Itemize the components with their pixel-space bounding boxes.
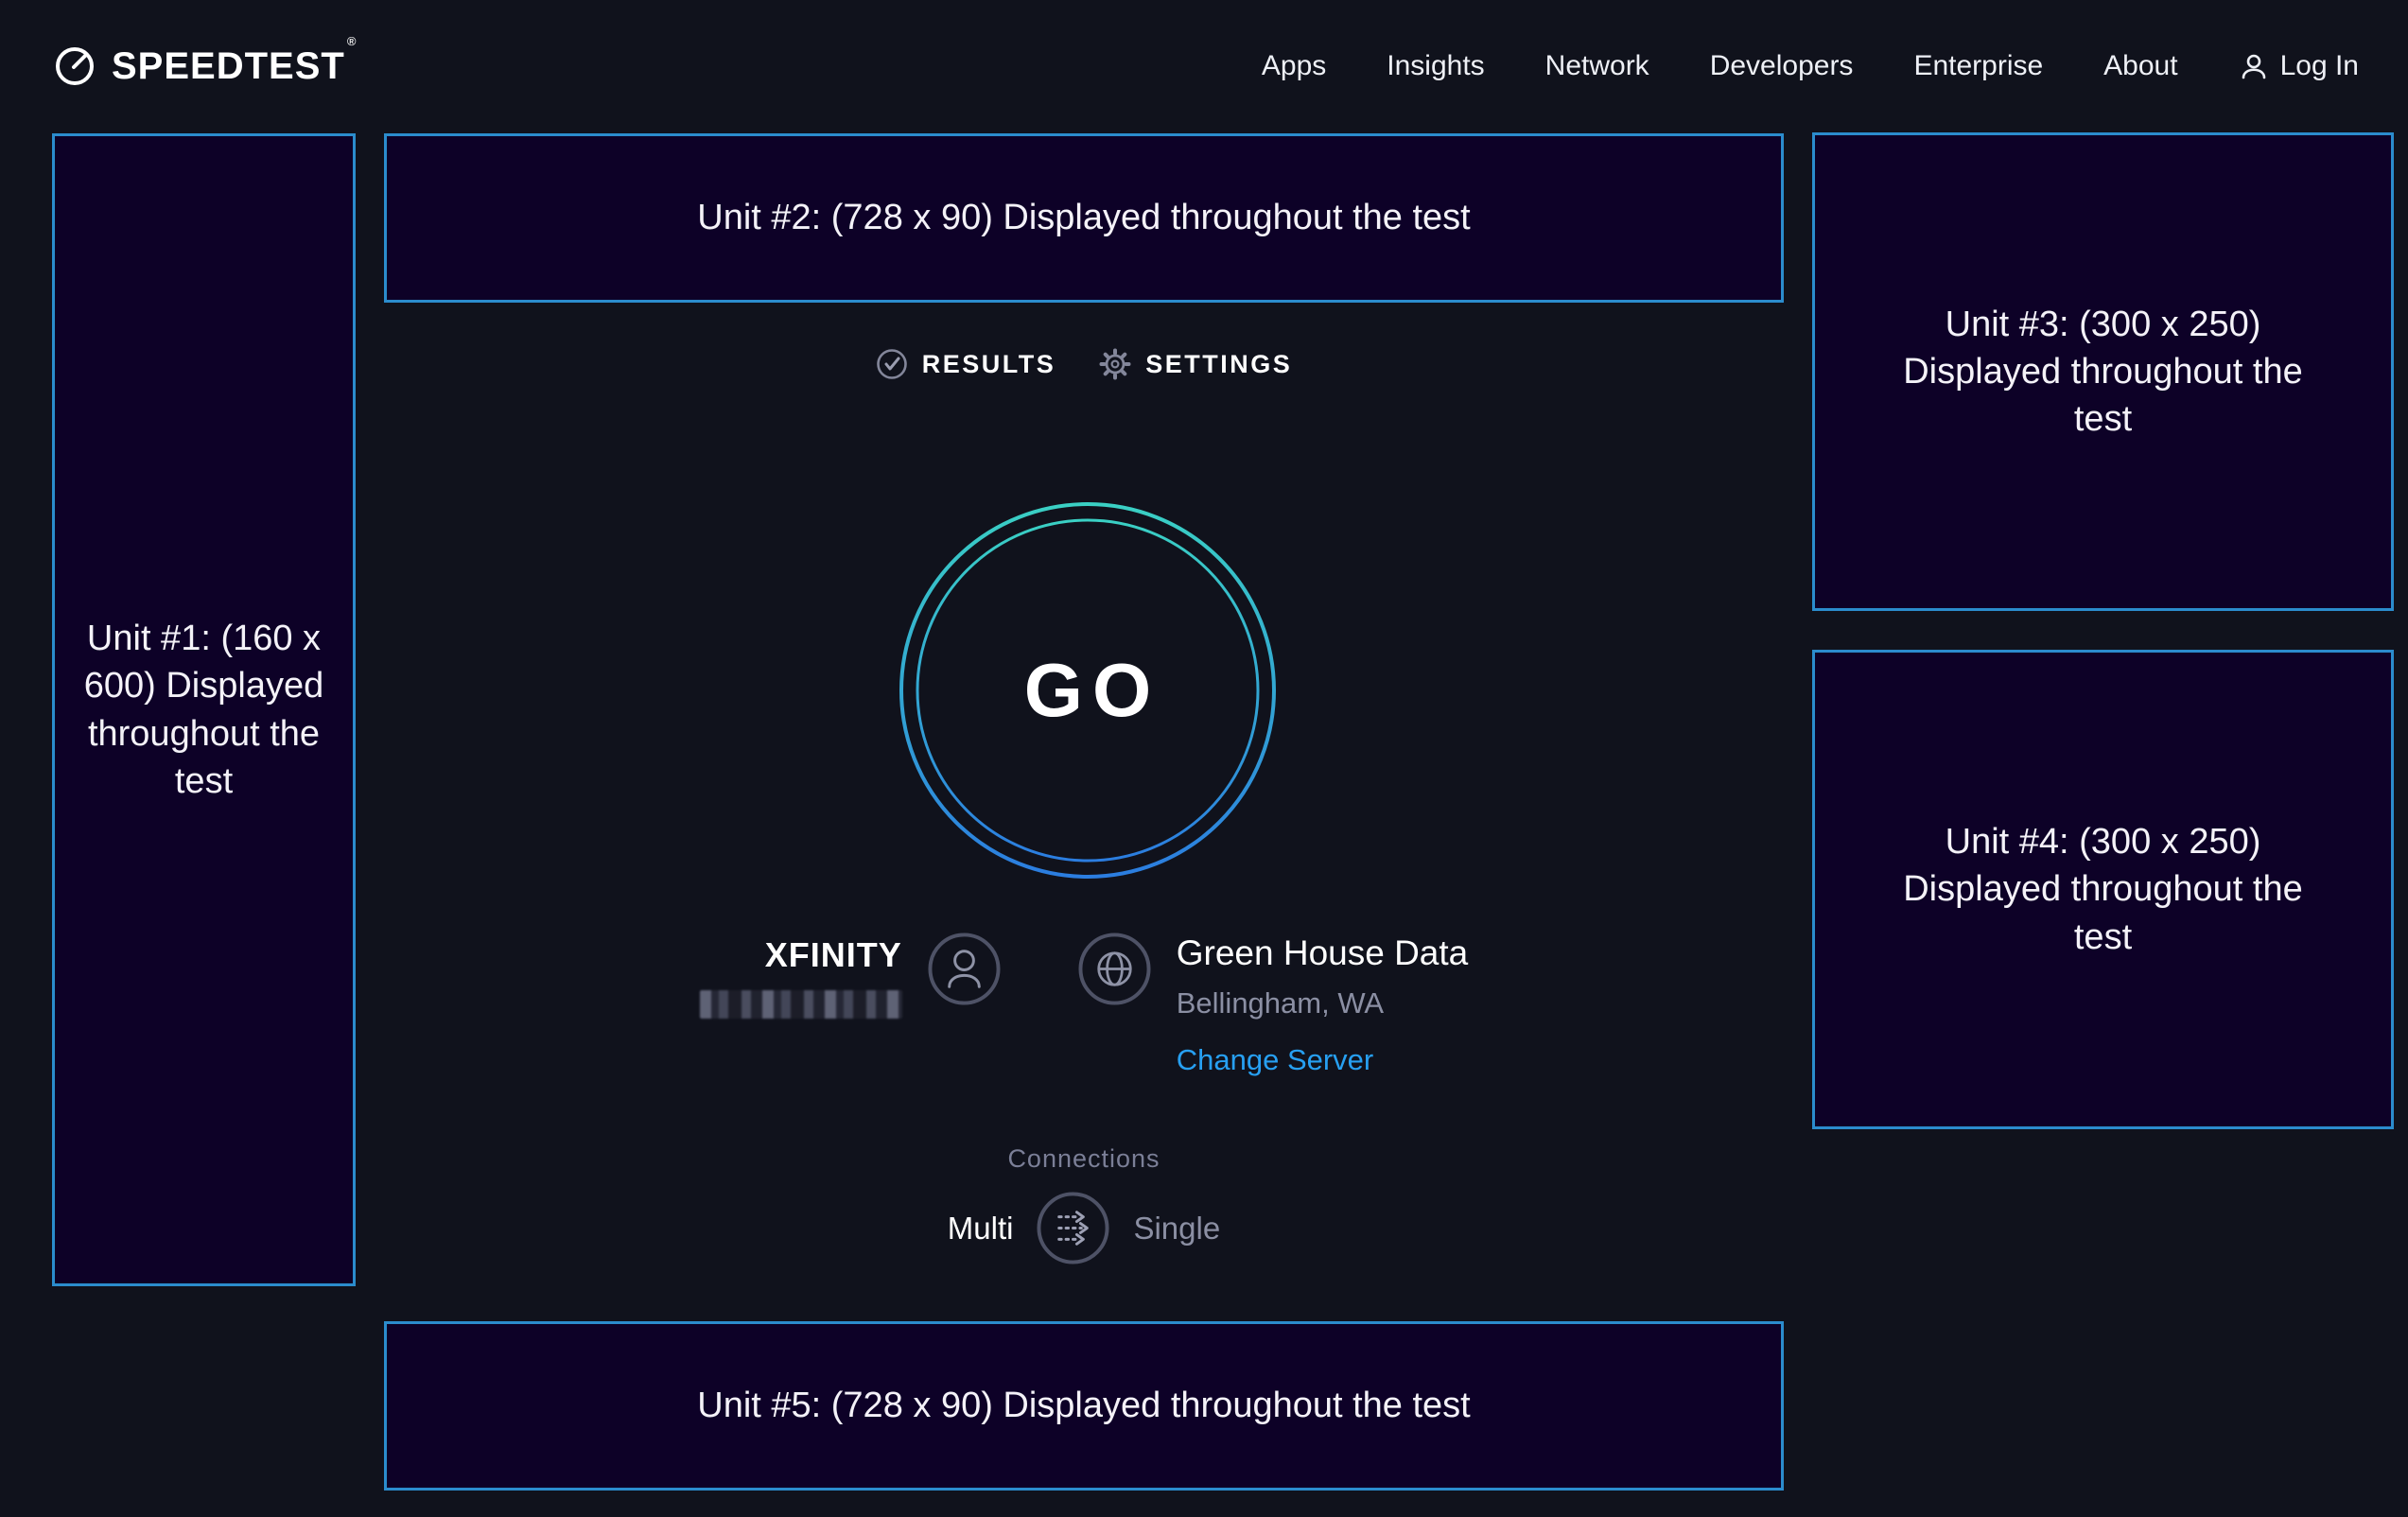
isp-name: XFINITY [764,935,902,974]
ad-unit-3-rectangle[interactable]: Unit #3: (300 x 250) Displayed throughou… [1812,132,2394,611]
login-button[interactable]: Log In [2239,50,2359,82]
tab-settings-label: SETTINGS [1145,349,1293,378]
server-text-block: Green House Data Bellingham, WA Change S… [1177,933,1469,1077]
gauge-icon [56,47,94,85]
connections-multi-option[interactable]: Multi [947,1210,1014,1246]
isp-detail-redacted [699,990,902,1019]
ad-unit-4-text: Unit #4: (300 x 250) Displayed throughou… [1903,822,2303,957]
nav-item-apps[interactable]: Apps [1261,50,1327,81]
tab-results[interactable]: RESULTS [876,348,1056,380]
nav-item-about[interactable]: About [2103,50,2178,81]
multi-arrows-icon[interactable] [1036,1191,1110,1265]
isp-text-block: XFINITY [699,935,902,1019]
connections-single-option[interactable]: Single [1133,1210,1221,1246]
results-settings-tabs: RESULTS [384,348,1784,380]
connections-section: Connections Multi Single [384,1144,1784,1265]
change-server-link[interactable]: Change Server [1176,1043,1374,1076]
top-nav: SPEEDTEST® Apps Insights Network Develop… [0,0,2408,132]
logo-text: SPEEDTEST® [112,33,358,87]
server-name: Green House Data [1176,933,1469,972]
ad-unit-3-text: Unit #3: (300 x 250) Displayed throughou… [1903,304,2303,440]
go-button[interactable]: GO [899,501,1277,880]
login-label: Log In [2279,50,2359,81]
ad-unit-4-rectangle[interactable]: Unit #4: (300 x 250) Displayed throughou… [1812,650,2394,1129]
globe-icon [1078,933,1151,1005]
ad-unit-5-leaderboard[interactable]: Unit #5: (728 x 90) Displayed throughout… [384,1321,1784,1491]
ad-unit-1-skyscraper[interactable]: Unit #1: (160 x 600) Displayed throughou… [52,133,356,1286]
nav-item-enterprise[interactable]: Enterprise [1913,50,2044,81]
connection-info-row: XFINITY Green House Data Bellingham, [384,932,1784,1077]
tab-results-label: RESULTS [921,349,1056,378]
server-info: Green House Data Bellingham, WA Change S… [1077,932,1469,1077]
nav-item-developers[interactable]: Developers [1709,50,1854,81]
ad-unit-1-text: Unit #1: (160 x 600) Displayed throughou… [83,619,324,801]
gear-icon [1099,348,1131,380]
go-rings [899,502,1276,879]
nav-item-insights[interactable]: Insights [1387,50,1485,81]
person-icon [2242,54,2265,79]
connections-label: Connections [1007,1144,1160,1173]
ad-unit-2-leaderboard[interactable]: Unit #2: (728 x 90) Displayed throughout… [384,133,1784,303]
speedtest-logo[interactable]: SPEEDTEST® [53,33,358,88]
check-circle-icon [876,349,907,379]
nav-item-network[interactable]: Network [1544,50,1649,81]
trademark-mark: ® [346,33,358,48]
server-location: Bellingham, WA [1176,986,1385,1020]
connections-toggle-row: Multi Single [384,1191,1784,1265]
person-icon [928,933,1001,1005]
main-nav: Apps Insights Network Developers Enterpr… [1262,50,2359,82]
ad-unit-5-text: Unit #5: (728 x 90) Displayed throughout… [697,1386,1471,1426]
go-button-label: GO [1023,648,1161,732]
tab-settings[interactable]: SETTINGS [1099,348,1292,380]
ad-unit-2-text: Unit #2: (728 x 90) Displayed throughout… [697,198,1471,238]
isp-info: XFINITY [699,932,1002,1019]
